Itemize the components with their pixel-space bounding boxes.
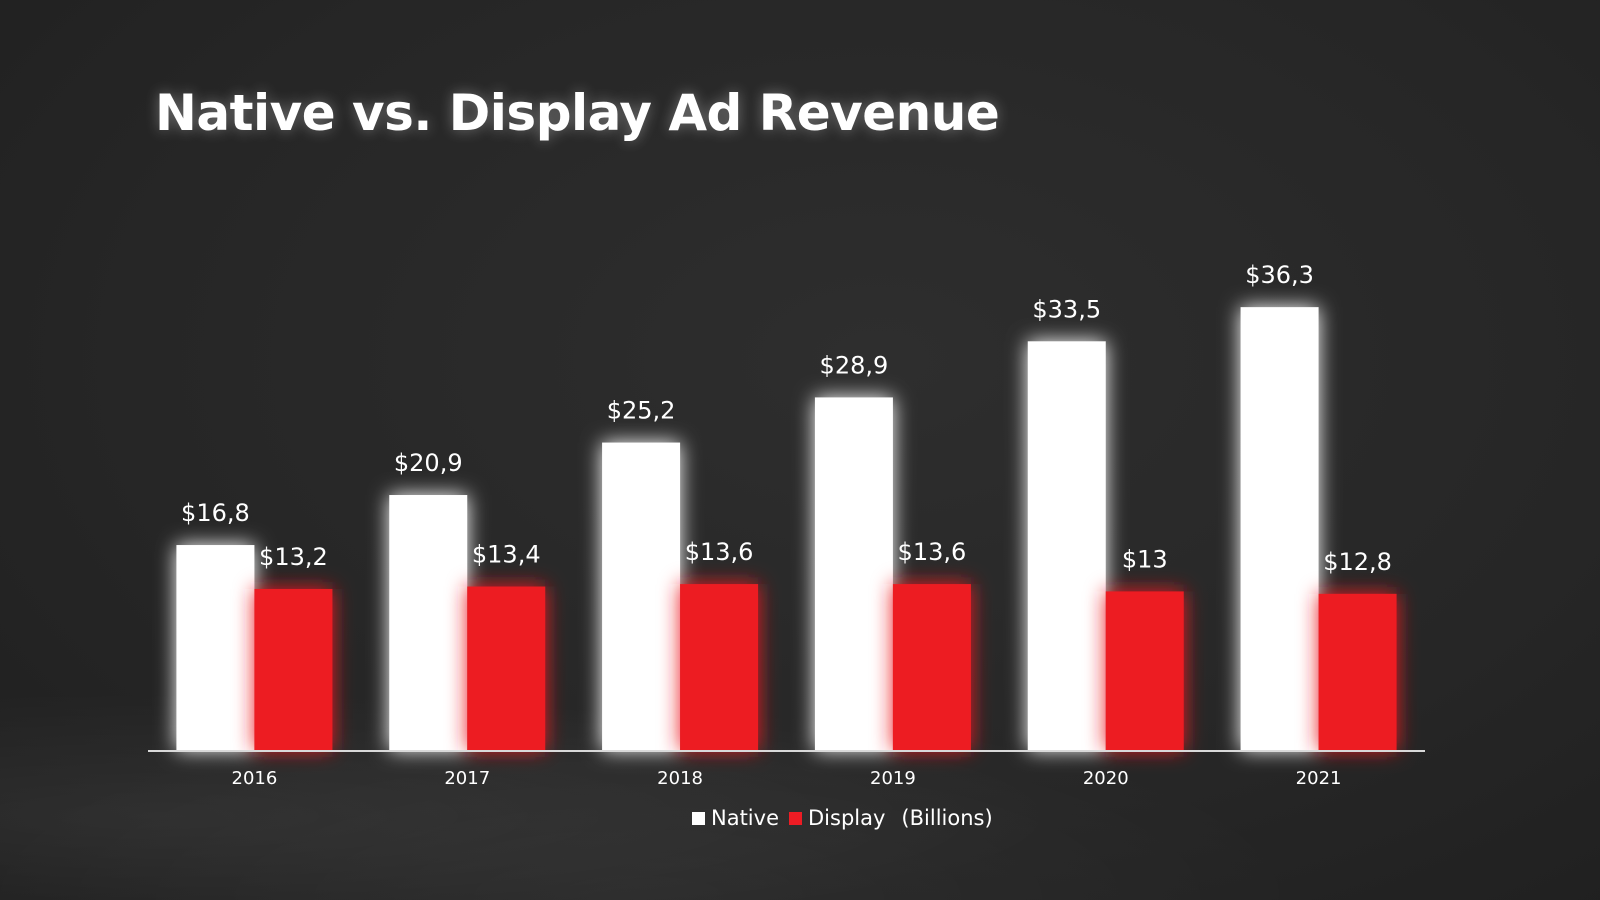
data-label-display-2016: $13,2 xyxy=(259,543,328,571)
x-tick-2020: 2020 xyxy=(1083,768,1129,789)
data-label-native-2018: $25,2 xyxy=(607,397,676,425)
x-tick-2016: 2016 xyxy=(232,768,278,789)
x-tick-2018: 2018 xyxy=(657,768,703,789)
bar-native-2021 xyxy=(1240,307,1319,750)
x-tick-2017: 2017 xyxy=(444,768,490,789)
bar-display-2017 xyxy=(467,586,546,750)
legend-label-display: Display xyxy=(808,806,886,830)
data-label-display-2018: $13,6 xyxy=(685,538,754,566)
data-label-native-2021: $36,3 xyxy=(1245,261,1314,289)
legend-swatch-display xyxy=(789,811,802,825)
legend-label-native: Native xyxy=(711,806,779,830)
data-label-display-2017: $13,4 xyxy=(472,541,541,569)
bar-native-2017 xyxy=(389,495,468,750)
x-tick-2021: 2021 xyxy=(1296,768,1342,789)
bar-display-2016 xyxy=(254,588,333,750)
bar-display-2020 xyxy=(1105,591,1184,750)
data-label-display-2020: $13 xyxy=(1122,545,1168,573)
legend-item-display: Display xyxy=(789,806,885,830)
bar-native-2016 xyxy=(176,545,255,750)
chart-title: Native vs. Display Ad Revenue xyxy=(155,84,1000,142)
bar-display-2018 xyxy=(680,584,759,750)
data-label-native-2017: $20,9 xyxy=(394,449,463,477)
data-label-native-2019: $28,9 xyxy=(820,351,889,379)
x-tick-2019: 2019 xyxy=(870,768,916,789)
bar-native-2020 xyxy=(1027,341,1106,750)
data-label-native-2016: $16,8 xyxy=(181,499,250,527)
bar-native-2019 xyxy=(814,397,893,750)
legend-swatch-native xyxy=(692,811,705,825)
bar-native-2018 xyxy=(602,442,681,750)
unit-label: (Billions) xyxy=(901,806,993,830)
legend-item-native: Native xyxy=(692,806,779,830)
data-label-display-2019: $13,6 xyxy=(898,538,967,566)
legend: Native Display (Billions) xyxy=(692,806,993,830)
data-label-native-2020: $33,5 xyxy=(1032,295,1101,323)
bar-display-2019 xyxy=(892,584,971,750)
bars-group: $16,8 $13,2 $20,9 $13,4 $25,2 $13,6 $28,9 $13,6… xyxy=(176,261,1397,750)
x-tick-labels: 2016 2017 2018 2019 2020 2021 xyxy=(232,768,1342,789)
data-label-display-2021: $12,8 xyxy=(1323,548,1392,576)
bar-display-2021 xyxy=(1318,593,1397,750)
